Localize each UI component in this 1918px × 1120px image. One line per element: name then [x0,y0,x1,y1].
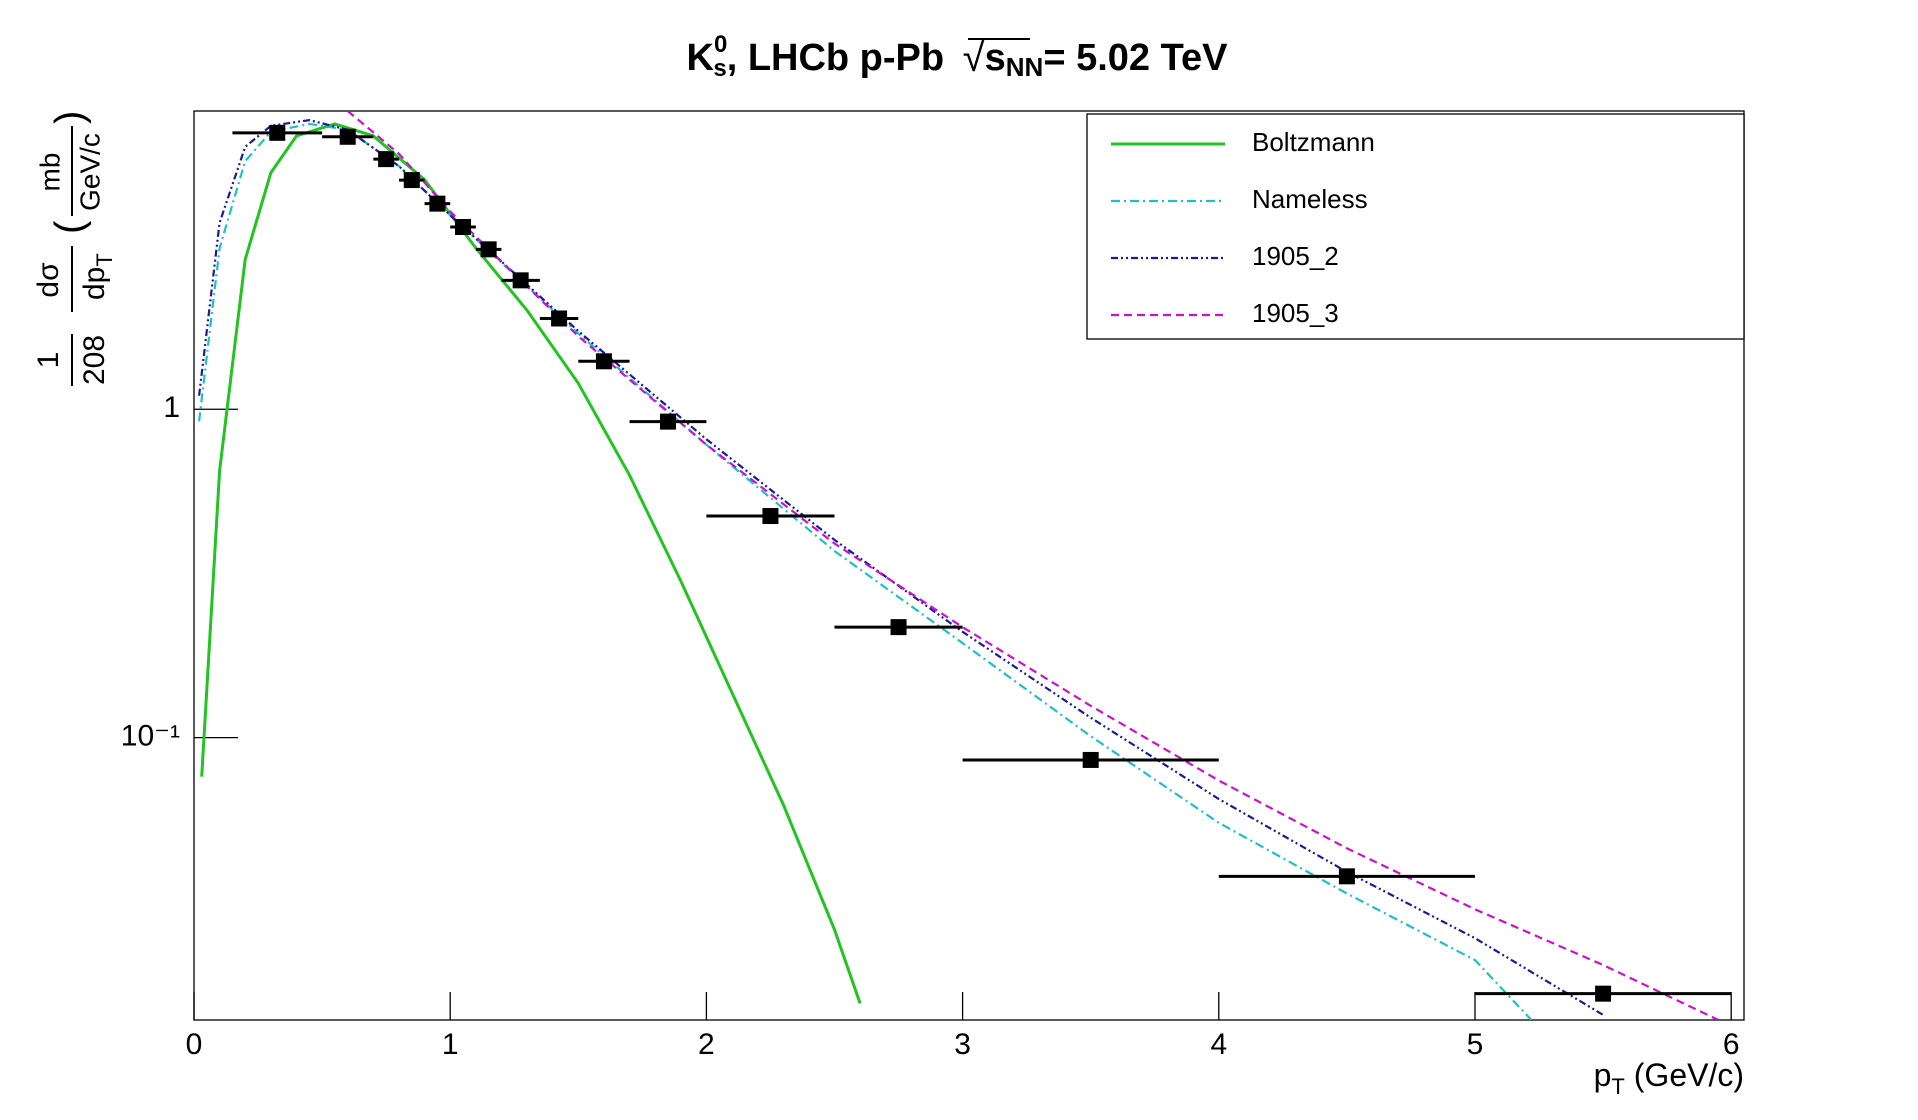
data-point [890,619,907,636]
data-point [429,195,446,212]
data-point [1338,868,1355,885]
y-label-paren: ) [48,111,92,124]
x-tick-label: 4 [1210,1028,1227,1061]
x-label-part: (GeV/c) [1625,1057,1744,1093]
y-label-den: GeV/c [74,133,105,211]
title-part: s [985,37,1006,79]
title-part: √ [963,36,985,80]
data-point [339,128,356,145]
title-part: , LHCb p-Pb [727,37,955,79]
plot-frame [193,110,1745,1021]
title-part: 0 [714,31,727,58]
y-tick-label: 1 [163,391,180,424]
y-label-num: mb [34,153,65,192]
y-label-part: T [92,253,117,266]
data-point [659,413,676,430]
data-point [551,310,568,327]
legend-label: 1905_3 [1252,298,1339,328]
x-label-part: T [1611,1074,1624,1099]
curve [200,122,862,1004]
y-label-num: dσ [32,262,65,298]
y-tick-label: 10⁻¹ [121,720,180,753]
data-point [1595,985,1612,1002]
data-point [512,272,529,289]
curve [346,111,1719,1020]
y-label-part: dp [78,267,111,300]
data-point [269,124,286,141]
chart-title: K0 s, LHCb p-Pb √sNN= 5.02 TeV [687,31,1229,82]
y-label-num: 1 [32,352,65,369]
curve [198,122,1533,1020]
title-part: NN [1006,52,1044,82]
title-part: K [687,37,715,79]
data-point [1082,751,1099,768]
data-point [762,508,779,525]
data-point [480,241,497,258]
x-tick-label: 2 [698,1028,715,1061]
x-tick-label: 0 [186,1028,203,1061]
legend-label: Boltzmann [1252,127,1375,157]
data-point [378,151,395,168]
x-tick-label: 1 [442,1028,459,1061]
x-label-part: p [1594,1057,1612,1093]
x-axis-label: pT (GeV/c) [1594,1057,1744,1098]
y-label-den: dpT [78,253,117,300]
x-tick-label: 3 [954,1028,971,1061]
title-part: = 5.02 TeV [1043,37,1228,79]
legend-label: Nameless [1252,184,1368,214]
x-tick-label: 6 [1723,1028,1740,1061]
legend-box [1086,113,1745,340]
y-label-den: 208 [78,335,111,385]
title-part: s [713,55,726,82]
legend-label: 1905_2 [1252,241,1339,271]
y-label-paren: ( [48,220,92,234]
x-tick-label: 5 [1467,1028,1484,1061]
y-axis-label: 1 208 dσ dpT ( mb GeV/c) [32,111,117,386]
data-point [595,353,612,370]
data-point [403,172,420,189]
data-point [455,219,472,236]
